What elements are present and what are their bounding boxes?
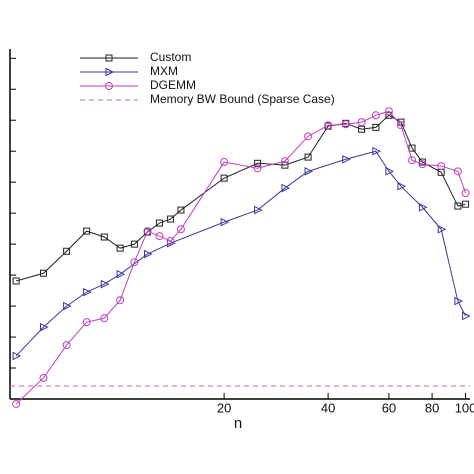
marker bbox=[453, 167, 462, 176]
marker bbox=[281, 183, 291, 193]
marker bbox=[304, 167, 314, 176]
series-line bbox=[15, 150, 467, 357]
marker bbox=[341, 120, 350, 129]
marker bbox=[220, 174, 228, 182]
x-tick-label: 60 bbox=[382, 400, 396, 415]
marker bbox=[418, 160, 427, 169]
marker bbox=[462, 311, 471, 321]
x-tick-label: 40 bbox=[321, 400, 335, 415]
marker bbox=[384, 107, 393, 116]
marker bbox=[437, 224, 447, 234]
marker bbox=[39, 269, 47, 277]
marker bbox=[155, 232, 164, 241]
marker bbox=[372, 146, 381, 156]
marker bbox=[220, 217, 230, 227]
marker bbox=[116, 296, 125, 305]
marker bbox=[83, 287, 92, 297]
x-axis-label: n bbox=[234, 415, 242, 432]
marker bbox=[342, 154, 351, 164]
x-tick-label: 80 bbox=[425, 400, 439, 415]
legend-label: Memory BW Bound (Sparse Case) bbox=[150, 92, 335, 106]
marker bbox=[324, 121, 333, 130]
x-tick-label: 20 bbox=[217, 400, 231, 415]
marker bbox=[100, 314, 109, 323]
marker bbox=[130, 258, 139, 267]
series-line bbox=[15, 114, 466, 282]
marker bbox=[454, 202, 462, 210]
legend-label: MXM bbox=[150, 64, 178, 78]
marker bbox=[385, 167, 395, 176]
marker bbox=[372, 123, 380, 131]
marker bbox=[130, 240, 138, 248]
marker bbox=[254, 205, 263, 215]
marker bbox=[12, 351, 22, 361]
marker bbox=[397, 181, 407, 191]
marker bbox=[176, 225, 185, 234]
marker bbox=[281, 161, 289, 169]
marker bbox=[396, 121, 405, 130]
marker bbox=[62, 341, 71, 350]
marker bbox=[454, 296, 463, 306]
marker bbox=[167, 215, 175, 223]
marker bbox=[408, 144, 416, 152]
marker bbox=[116, 244, 124, 252]
marker bbox=[462, 200, 470, 208]
legend-marker bbox=[105, 82, 113, 90]
marker bbox=[304, 153, 312, 161]
marker bbox=[63, 301, 72, 311]
marker bbox=[418, 202, 428, 212]
marker bbox=[304, 132, 313, 141]
legend-label: DGEMM bbox=[150, 78, 196, 92]
marker bbox=[437, 162, 446, 171]
marker bbox=[357, 118, 366, 127]
marker bbox=[280, 157, 289, 166]
marker bbox=[82, 318, 91, 327]
legend-marker bbox=[105, 54, 113, 62]
marker bbox=[100, 279, 110, 289]
marker bbox=[358, 125, 366, 133]
legend-label: Custom bbox=[150, 50, 191, 64]
marker bbox=[39, 322, 49, 332]
marker bbox=[408, 156, 417, 165]
marker bbox=[39, 373, 48, 382]
marker bbox=[143, 227, 152, 236]
marker bbox=[12, 277, 20, 285]
marker bbox=[177, 206, 185, 214]
marker bbox=[12, 399, 21, 408]
marker bbox=[63, 247, 71, 255]
marker bbox=[254, 159, 262, 167]
marker bbox=[253, 164, 262, 173]
marker bbox=[143, 249, 153, 259]
marker bbox=[100, 233, 108, 241]
marker bbox=[461, 189, 470, 198]
marker bbox=[83, 227, 91, 235]
marker bbox=[166, 237, 175, 246]
marker bbox=[155, 219, 163, 227]
marker bbox=[116, 269, 126, 279]
x-tick-label: 100 bbox=[455, 400, 474, 415]
marker bbox=[220, 158, 229, 167]
legend-marker bbox=[105, 67, 115, 77]
marker bbox=[371, 111, 380, 120]
series-line bbox=[15, 110, 467, 405]
